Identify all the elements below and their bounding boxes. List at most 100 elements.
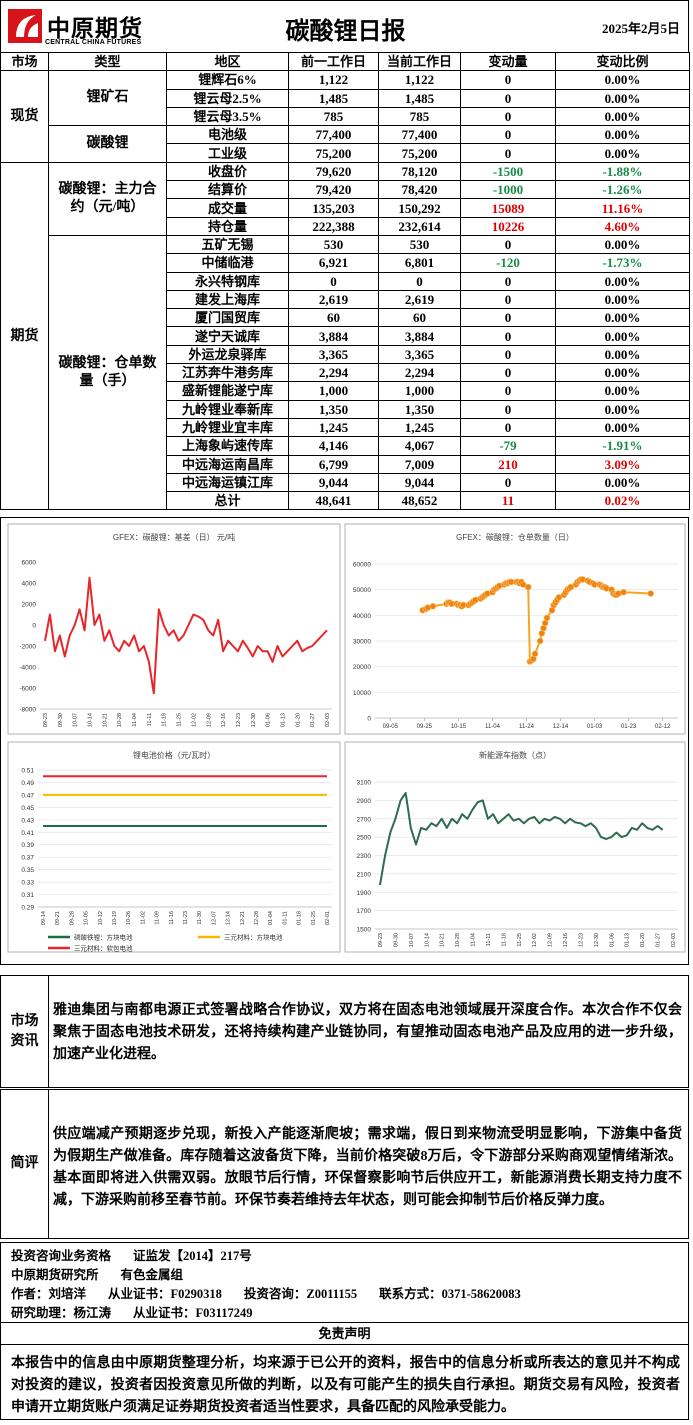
data-point (620, 588, 627, 596)
value-cell: 0.02% (555, 491, 690, 511)
value-cell: 4,067 (378, 436, 461, 456)
value-cell: 6,801 (378, 253, 461, 273)
x-tick-label: 01-23 (621, 724, 637, 730)
value-cell: 1,245 (378, 417, 461, 438)
value-cell: 建发上海库 (166, 289, 289, 310)
chart-frame (7, 523, 341, 735)
chart-frame (344, 523, 686, 735)
x-tick-label: 09-21 (55, 911, 61, 925)
x-tick-label: 01-03 (587, 724, 603, 730)
x-tick-label: 09-14 (41, 911, 47, 925)
x-tick-label: 01-04 (268, 911, 274, 925)
x-tick-label: 11-04 (471, 933, 477, 947)
y-tick-label: -2000 (19, 644, 36, 651)
table-row: 九岭锂业奉新库 1,350 1,350 0 0.00% (1, 399, 690, 419)
footer-field: 联系方式：0371-58620083 (379, 1287, 521, 1301)
chart-title: GFEX：碳酸锂：仓单数量（日） (456, 532, 574, 542)
value-cell: 0.00% (555, 106, 690, 127)
y-tick-label: 0.43 (21, 817, 34, 824)
value-cell: 9,044 (378, 472, 461, 493)
value-cell: 中远海运镇江库 (166, 472, 289, 493)
x-tick-label: 11-02 (140, 911, 146, 925)
value-cell: 3,884 (378, 326, 461, 346)
table-row: 中远海运镇江库 9,044 9,044 0 0.00% (1, 472, 690, 493)
section-label: 市场资讯 (1, 976, 49, 1087)
value-cell: 电池级 (166, 125, 289, 145)
value-cell: 永兴特钢库 (166, 271, 289, 291)
x-tick-label: 11-23 (183, 911, 189, 925)
footer-line: 投资咨询业务资格 证监发【2014】217号 (11, 1247, 688, 1266)
value-cell: 48,652 (378, 491, 461, 511)
value-cell: 厦门国贸库 (166, 308, 289, 328)
footer-line: 作者：刘培洋 从业证书：F0290318 投资咨询：Z0011155 联系方式：037… (11, 1285, 688, 1304)
footer-field: 作者：刘培洋 (11, 1287, 87, 1301)
x-tick-label: 12-02 (191, 713, 197, 727)
data-point (543, 614, 551, 622)
value-cell: 0 (460, 271, 556, 291)
y-tick-label: -6000 (19, 686, 36, 693)
data-point (647, 590, 655, 597)
data-point (519, 581, 527, 588)
value-cell: 结算价 (166, 180, 289, 200)
market-cell: 期货 (0, 161, 49, 511)
x-tick-label: 12-23 (578, 933, 584, 947)
x-tick-label: 09-05 (383, 724, 399, 730)
value-cell: 0 (460, 344, 556, 365)
y-tick-label: 1700 (357, 908, 372, 915)
x-tick-label: 11-30 (197, 911, 203, 925)
value-cell: 0.00% (555, 125, 690, 145)
x-tick-label: 09-23 (378, 933, 384, 947)
value-cell: 成交量 (166, 198, 289, 218)
x-tick-label: 12-30 (594, 933, 600, 947)
value-cell: 78,420 (378, 180, 461, 200)
value-cell: 1,245 (288, 417, 379, 438)
x-tick-label: 11-18 (501, 933, 507, 947)
x-tick-label: 01-11 (282, 911, 288, 925)
x-tick-label: 12-02 (532, 933, 538, 947)
value-cell: 0 (460, 326, 556, 346)
x-tick-label: 12-28 (254, 911, 260, 925)
x-tick-label: 12-07 (211, 911, 217, 925)
legend-label: 三元材料：软包电池 (74, 944, 133, 953)
value-cell: 遂宁天诚库 (166, 326, 289, 346)
value-cell: 2,294 (378, 363, 461, 383)
value-cell: 0 (460, 417, 556, 438)
y-tick-label: -8000 (19, 707, 36, 714)
value-cell: 75,200 (288, 143, 379, 163)
market-cell: 现货 (0, 70, 49, 163)
table-row: 外运龙泉驿库 3,365 3,365 0 0.00% (1, 344, 690, 365)
table-row: 总计 48,641 48,652 11 0.02% (1, 491, 690, 511)
data-point (531, 650, 539, 658)
footer-field: 有色金属组 (120, 1268, 184, 1282)
x-tick-label: 09-23 (43, 713, 49, 727)
chart-title: 新能源车指数（点） (479, 750, 551, 760)
x-tick-label: 11-11 (147, 713, 153, 726)
value-cell: 2,294 (288, 363, 379, 383)
y-tick-label: 0.45 (21, 805, 34, 812)
table-row: 江苏奔牛港务库 2,294 2,294 0 0.00% (1, 363, 690, 383)
table-row: 期货 碳酸锂：主力合约（元/吨） 收盘价 79,620 78,120 -1500 -1.88… (0, 161, 690, 511)
data-point (524, 583, 532, 591)
x-tick-label: 02-03 (671, 933, 677, 947)
footer-field: 中原期货研究所 (11, 1268, 99, 1282)
y-tick-label: 2500 (357, 835, 372, 842)
value-cell: 0 (460, 308, 556, 328)
value-cell: -1500 (460, 161, 556, 182)
value-cell: 210 (460, 454, 556, 474)
value-cell: 工业级 (166, 143, 289, 163)
x-tick-label: 12-16 (563, 933, 569, 947)
table-row: 中储临港 6,921 6,801 -120 -1.73% (1, 253, 690, 273)
value-cell: 0 (460, 234, 556, 255)
column-header: 变动量 (460, 51, 556, 72)
y-tick-label: 60000 (353, 562, 371, 569)
logo (8, 9, 42, 43)
x-tick-label: 12-23 (236, 713, 242, 727)
x-tick-label: 01-27 (310, 713, 316, 727)
value-cell: 2,619 (378, 289, 461, 310)
type-cell: 碳酸锂 (48, 125, 167, 163)
value-cell: 0 (460, 70, 556, 90)
value-cell: 7,009 (378, 454, 461, 474)
value-cell: 1,000 (288, 381, 379, 401)
table-row: 持仓量 222,388 232,614 10226 4.60% (1, 216, 690, 236)
